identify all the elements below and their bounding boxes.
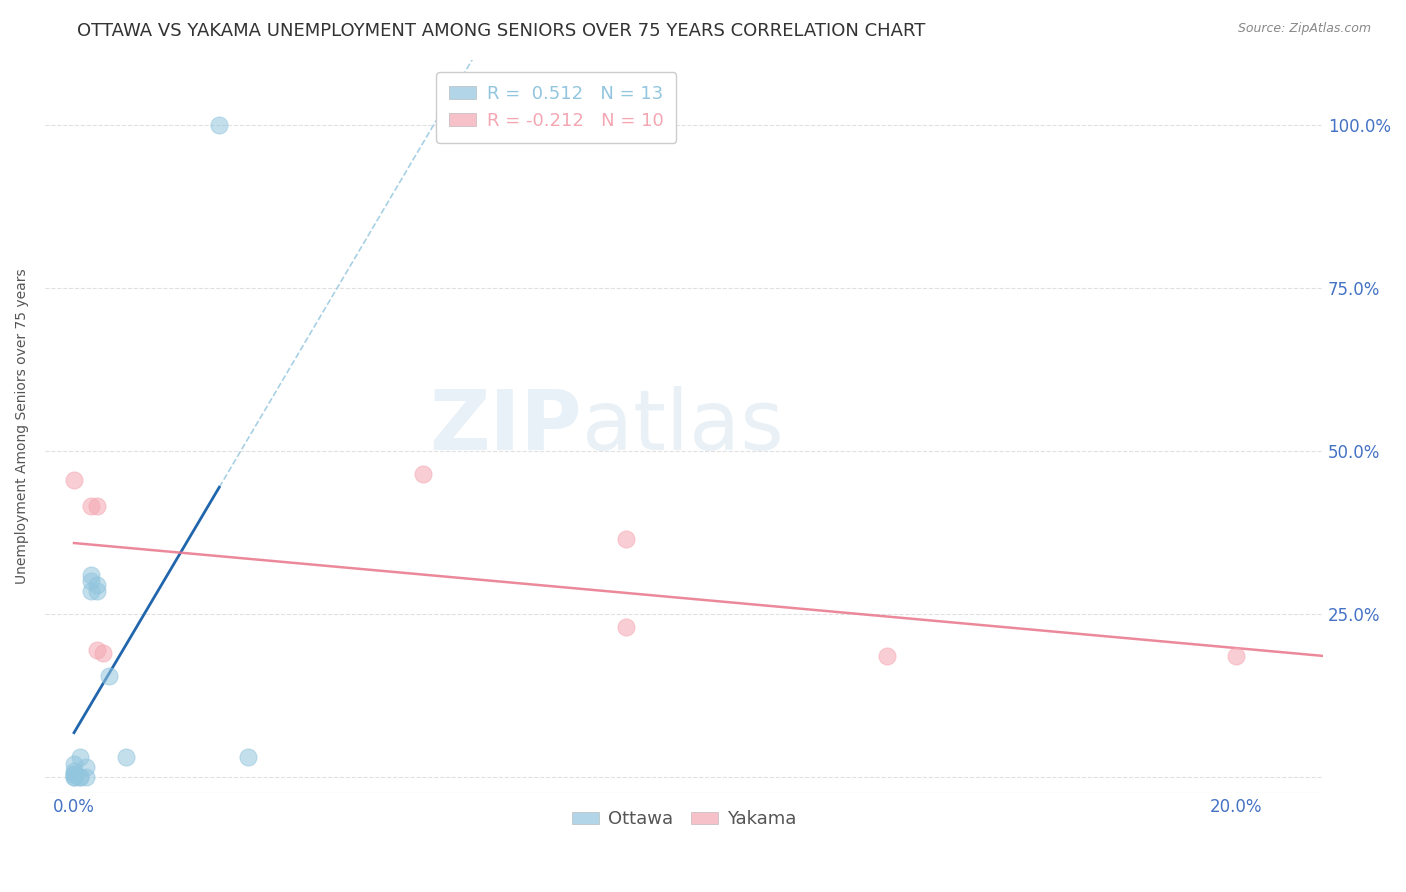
Point (876, 649, 898, 664)
Point (80, 584, 103, 599)
Point (86, 584, 108, 599)
Point (63, 766, 86, 780)
Point (614, 620, 637, 634)
Point (63, 770, 86, 784)
Point (63, 757, 86, 772)
Text: Source: ZipAtlas.com: Source: ZipAtlas.com (1237, 22, 1371, 36)
Point (75, 770, 97, 784)
Point (208, 118, 231, 132)
Point (75, 760, 97, 774)
Point (115, 750, 138, 764)
Point (86, 500, 108, 514)
Text: ZIP: ZIP (429, 386, 582, 467)
Point (69, 770, 91, 784)
Text: atlas: atlas (582, 386, 783, 467)
Point (63, 766, 86, 780)
Point (1225, 649, 1247, 664)
Point (86, 643, 108, 657)
Point (69, 750, 91, 764)
Y-axis label: Unemployment Among Seniors over 75 years: Unemployment Among Seniors over 75 years (15, 268, 30, 584)
Point (80, 567, 103, 582)
Point (80, 574, 103, 589)
Point (63, 473, 86, 487)
Text: OTTAWA VS YAKAMA UNEMPLOYMENT AMONG SENIORS OVER 75 YEARS CORRELATION CHART: OTTAWA VS YAKAMA UNEMPLOYMENT AMONG SENI… (77, 22, 925, 40)
Point (69, 770, 91, 784)
Point (238, 750, 260, 764)
Point (412, 467, 434, 481)
Point (63, 770, 86, 784)
Point (86, 577, 108, 591)
Point (80, 500, 103, 514)
Legend: Ottawa, Yakama: Ottawa, Yakama (564, 803, 804, 836)
Point (614, 532, 637, 546)
Point (63, 764, 86, 778)
Point (91, 646, 114, 660)
Point (97, 669, 120, 683)
